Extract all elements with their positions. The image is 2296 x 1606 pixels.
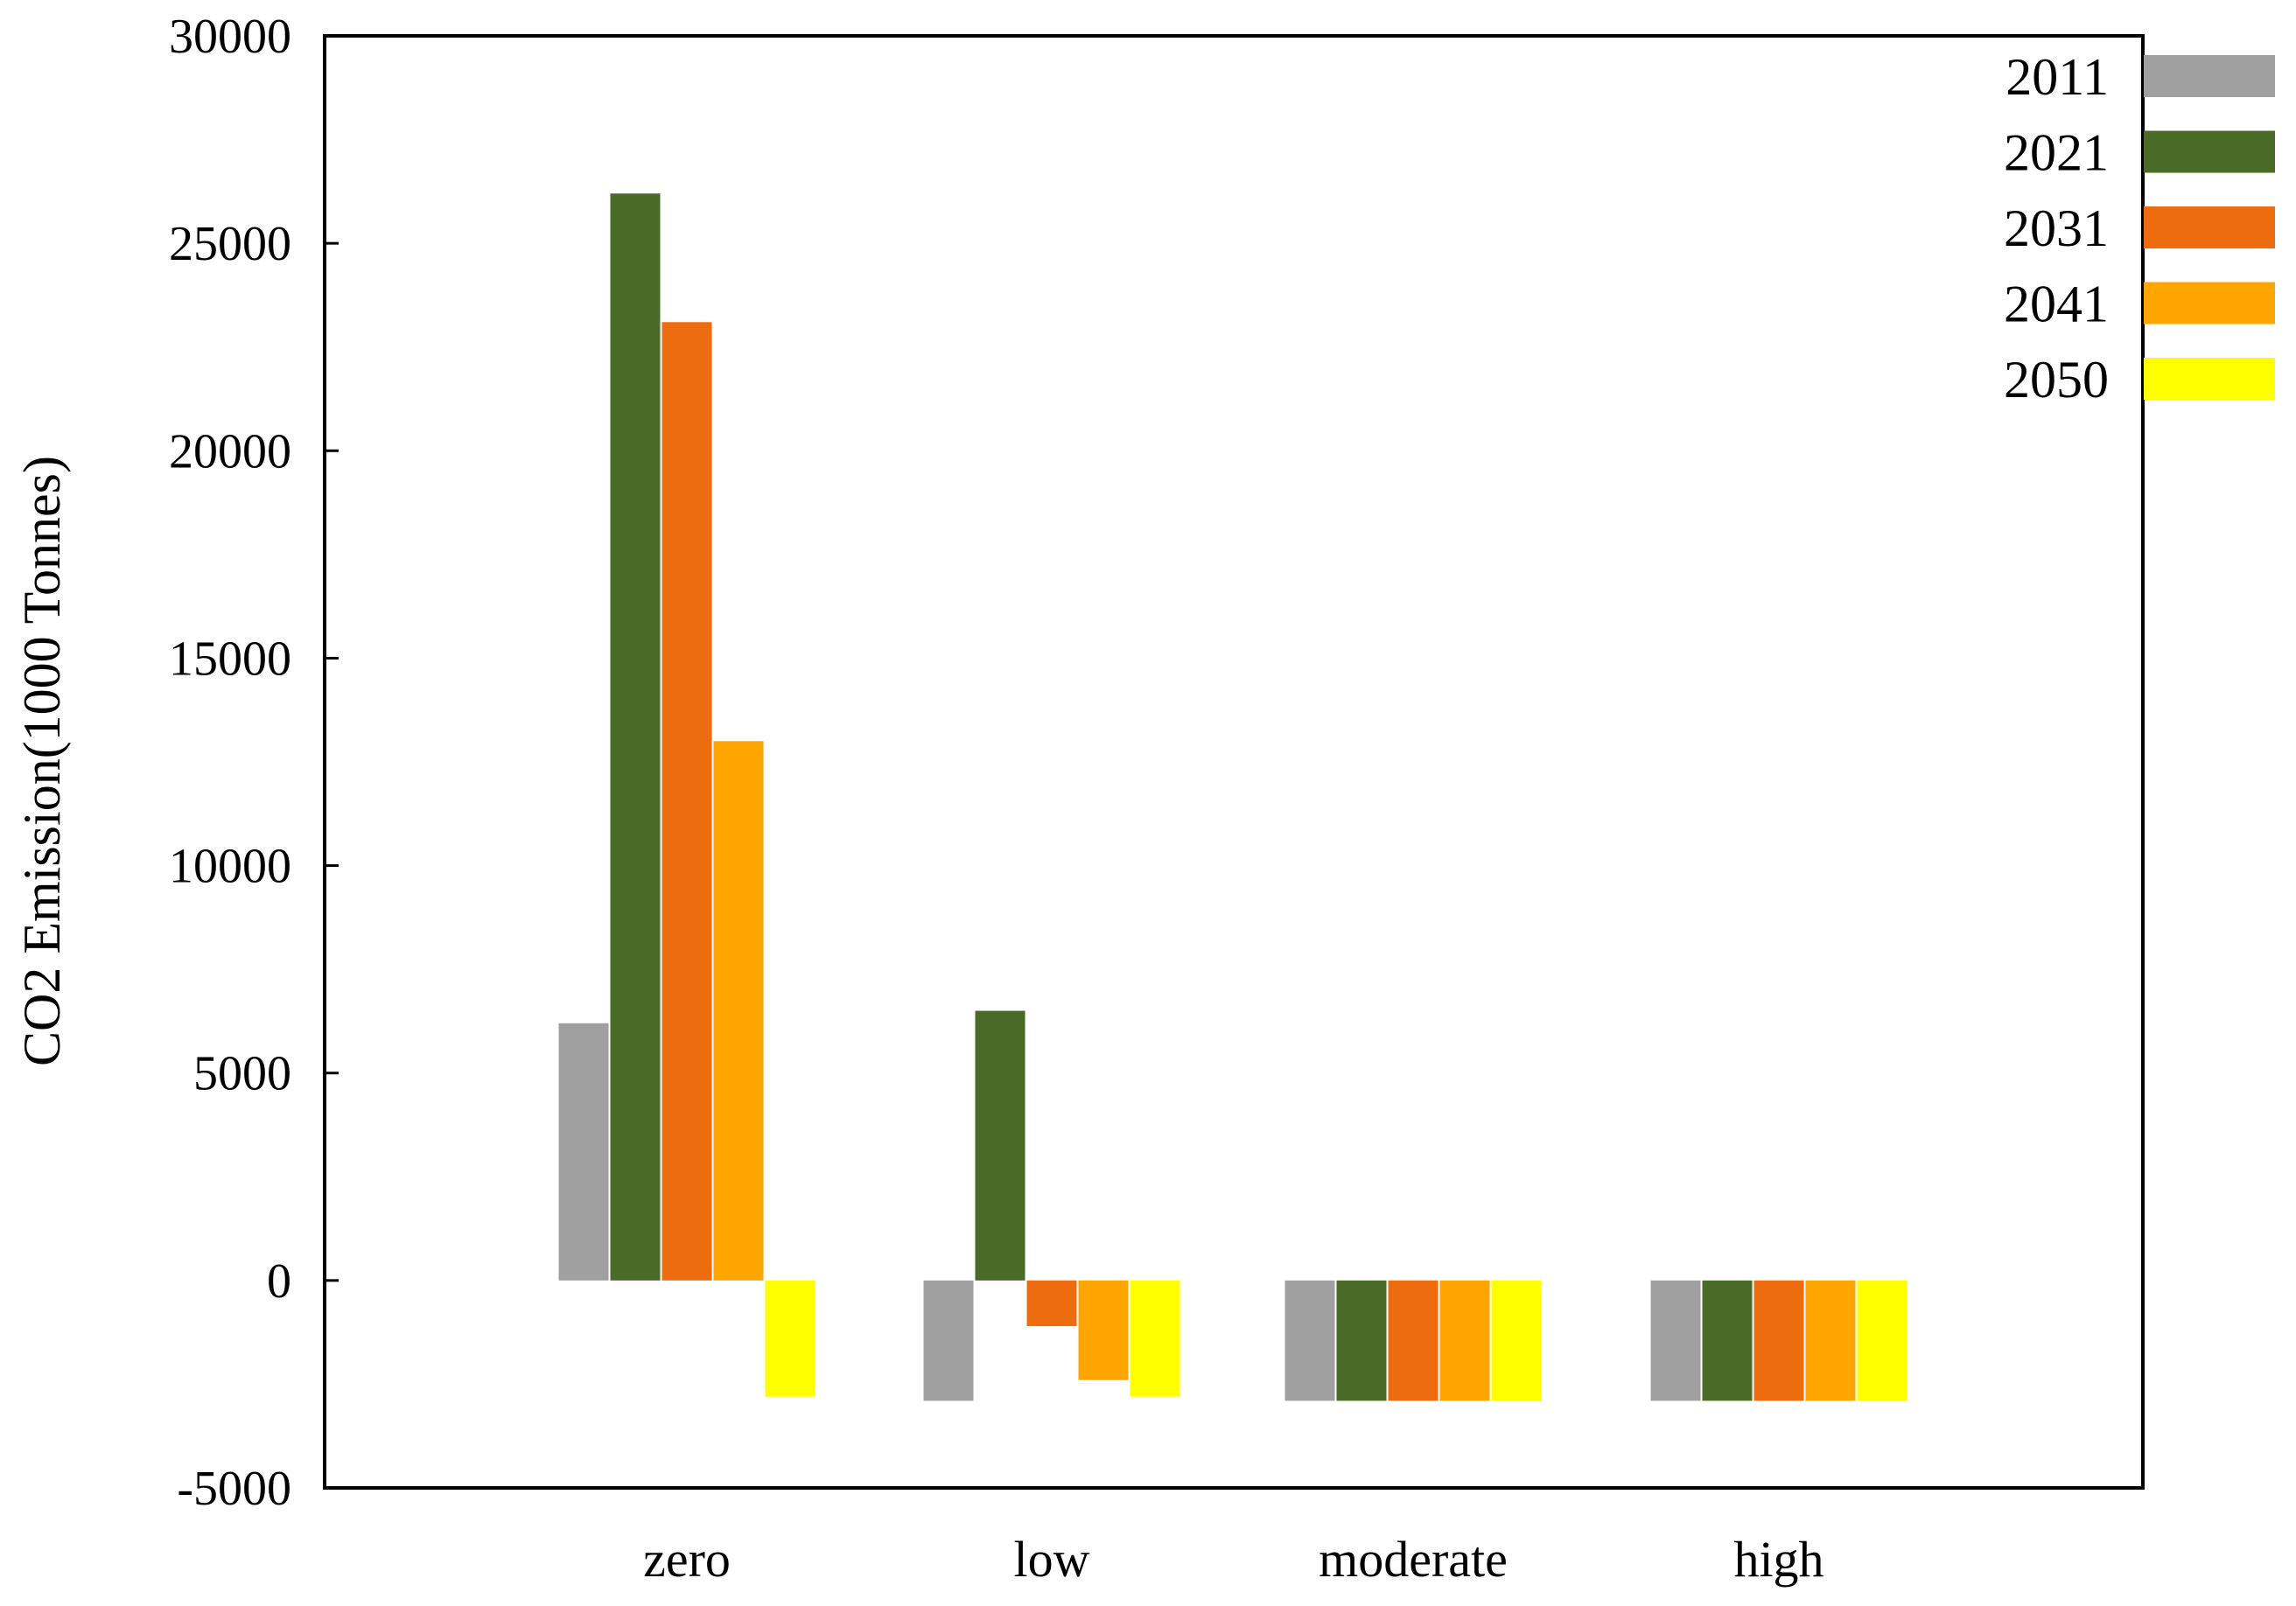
legend-label-2041: 2041 xyxy=(2004,276,2109,333)
y-tick-label: 10000 xyxy=(169,840,291,894)
legend-swatch-2041 xyxy=(2144,282,2275,325)
bar-2041-moderate xyxy=(1439,1280,1490,1401)
plot-frame xyxy=(323,34,2145,1490)
bar-2011-moderate xyxy=(1284,1280,1335,1401)
bar-2041-zero xyxy=(713,741,764,1281)
bars-layer xyxy=(558,193,1908,1401)
y-tick-label: 20000 xyxy=(169,424,291,478)
x-category-label: low xyxy=(1014,1531,1090,1588)
bar-2031-low xyxy=(1026,1280,1077,1327)
y-tick-label: 5000 xyxy=(193,1047,291,1101)
legend-label-2050: 2050 xyxy=(2004,351,2109,408)
x-category-label: moderate xyxy=(1319,1531,1508,1588)
bar-2021-moderate xyxy=(1336,1280,1387,1401)
bar-2021-zero xyxy=(610,193,661,1281)
bar-2011-zero xyxy=(558,1023,609,1281)
y-axis-label: CO2 Emission(1000 Tonnes) xyxy=(13,456,71,1066)
y-axis-ticks: -5000 0 5000 10000 15000 20000 25000 30000 xyxy=(169,10,339,1516)
bar-2031-high xyxy=(1754,1280,1804,1401)
legend-swatch-2021 xyxy=(2144,130,2275,173)
legend-label-2031: 2031 xyxy=(2004,199,2109,257)
y-tick-label: 15000 xyxy=(169,632,291,686)
bar-2011-low xyxy=(923,1280,974,1401)
bar-2021-high xyxy=(1702,1280,1753,1401)
x-axis-categories: zero low moderate high xyxy=(643,1531,1824,1588)
legend-swatch-2011 xyxy=(2144,55,2275,97)
bar-2050-low xyxy=(1130,1280,1180,1397)
legend-swatch-2031 xyxy=(2144,206,2275,248)
x-category-label: zero xyxy=(643,1531,731,1588)
y-tick-label: 25000 xyxy=(169,217,291,271)
legend-label-2021: 2021 xyxy=(2004,124,2109,182)
bar-2050-high xyxy=(1857,1280,1908,1401)
y-tick-label: -5000 xyxy=(177,1462,291,1516)
bar-2050-zero xyxy=(765,1280,816,1397)
bar-2011-high xyxy=(1650,1280,1701,1401)
x-category-label: high xyxy=(1733,1531,1824,1588)
legend: 2011 2021 2031 2041 2050 xyxy=(2004,48,2275,408)
legend-label-2011: 2011 xyxy=(2006,48,2109,106)
bar-2031-zero xyxy=(662,322,712,1281)
bar-2031-moderate xyxy=(1388,1280,1438,1401)
y-tick-label: 30000 xyxy=(169,10,291,64)
legend-swatch-2050 xyxy=(2144,358,2275,400)
bar-2050-moderate xyxy=(1491,1280,1542,1401)
bar-2041-high xyxy=(1805,1280,1856,1401)
y-tick-label: 0 xyxy=(267,1254,291,1309)
bar-2041-low xyxy=(1078,1280,1129,1380)
bar-2021-low xyxy=(975,1010,1026,1281)
